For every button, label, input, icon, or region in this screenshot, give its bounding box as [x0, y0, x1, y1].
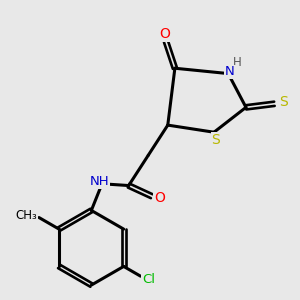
Text: NH: NH [89, 176, 109, 188]
Text: N: N [225, 65, 235, 78]
Text: O: O [154, 191, 165, 205]
Text: H: H [233, 56, 242, 69]
Text: CH₃: CH₃ [16, 209, 38, 222]
Text: S: S [279, 95, 288, 109]
Text: S: S [212, 133, 220, 147]
Text: Cl: Cl [142, 273, 155, 286]
Text: O: O [159, 28, 170, 41]
